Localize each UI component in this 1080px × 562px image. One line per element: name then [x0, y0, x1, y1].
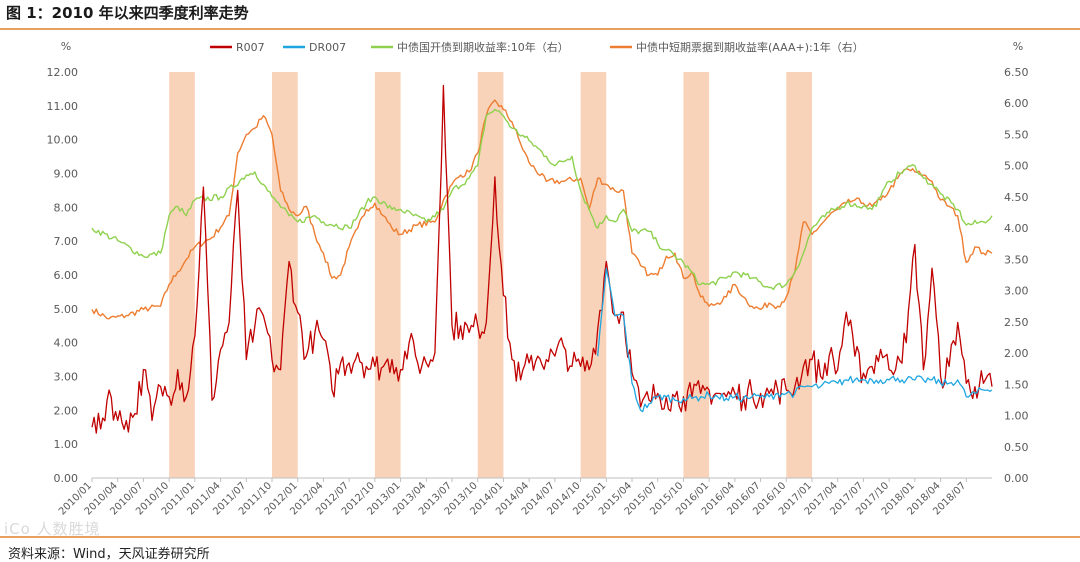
shade-band-2: [374, 72, 401, 478]
y-tick-left: 6.00: [54, 269, 79, 282]
y-tick-left: 4.00: [54, 337, 79, 350]
y-tick-right: 0.00: [1004, 472, 1029, 485]
y-tick-right: 5.00: [1004, 160, 1029, 173]
series-line-dr007: [597, 267, 993, 413]
y-tick-left: 0.00: [54, 472, 79, 485]
legend-label: 中债国开债到期收益率:10年（右）: [397, 40, 569, 54]
shaded-periods: [169, 72, 812, 478]
series-line-r007: [91, 84, 993, 434]
legend: R007 DR007 中债国开债到期收益率:10年（右） 中债中短期票据到期收益率(A…: [210, 40, 864, 54]
figure-title: 图 1：2010 年以来四季度利率走势: [6, 4, 249, 22]
shade-band-6: [786, 72, 812, 478]
y-tick-left: 1.00: [54, 438, 79, 451]
y-tick-right: 4.50: [1004, 191, 1029, 204]
y-tick-left: 7.00: [54, 235, 79, 248]
y-tick-left: 8.00: [54, 201, 79, 214]
y-axis-right-unit: %: [1013, 40, 1023, 53]
y-tick-right: 5.50: [1004, 128, 1029, 141]
legend-label: 中债中短期票据到期收益率(AAA+):1年（右）: [636, 40, 864, 54]
y-tick-left: 12.00: [47, 66, 79, 79]
watermark: iCo 人数胜境: [4, 520, 101, 538]
y-tick-left: 5.00: [54, 303, 79, 316]
series-lines: [91, 84, 993, 434]
series-line-10: [91, 108, 993, 291]
y-tick-right: 3.50: [1004, 253, 1029, 266]
shade-band-0: [169, 72, 195, 478]
shade-band-4: [580, 72, 607, 478]
y-tick-right: 6.00: [1004, 97, 1029, 110]
y-tick-left: 10.00: [47, 134, 79, 147]
source-note: 资料来源：Wind，天风证券研究所: [8, 547, 210, 562]
y-axis-left-unit: %: [61, 40, 71, 53]
y-tick-right: 2.50: [1004, 316, 1029, 329]
y-tick-left: 2.00: [54, 404, 79, 417]
y-tick-left: 11.00: [47, 100, 79, 113]
y-tick-right: 1.00: [1004, 410, 1029, 423]
y-tick-left: 3.00: [54, 371, 79, 384]
legend-label: DR007: [309, 41, 346, 54]
series-line-aaa1: [91, 99, 993, 320]
bottom-rule: [0, 536, 1080, 538]
y-tick-left: 9.00: [54, 168, 79, 181]
y-tick-right: 2.00: [1004, 347, 1029, 360]
rate-chart: % % 0.00 1.00 2.00 3.00 4.00 5.00 6.00 7.00 8.00 9.…: [47, 40, 1029, 517]
y-tick-right: 0.50: [1004, 441, 1029, 454]
top-rule: [0, 28, 1080, 30]
y-tick-right: 1.50: [1004, 378, 1029, 391]
y-tick-right: 6.50: [1004, 66, 1029, 79]
shade-band-5: [683, 72, 710, 478]
y-tick-right: 4.00: [1004, 222, 1029, 235]
legend-label: R007: [236, 41, 265, 54]
y-tick-right: 3.00: [1004, 285, 1029, 298]
shade-band-1: [272, 72, 298, 478]
